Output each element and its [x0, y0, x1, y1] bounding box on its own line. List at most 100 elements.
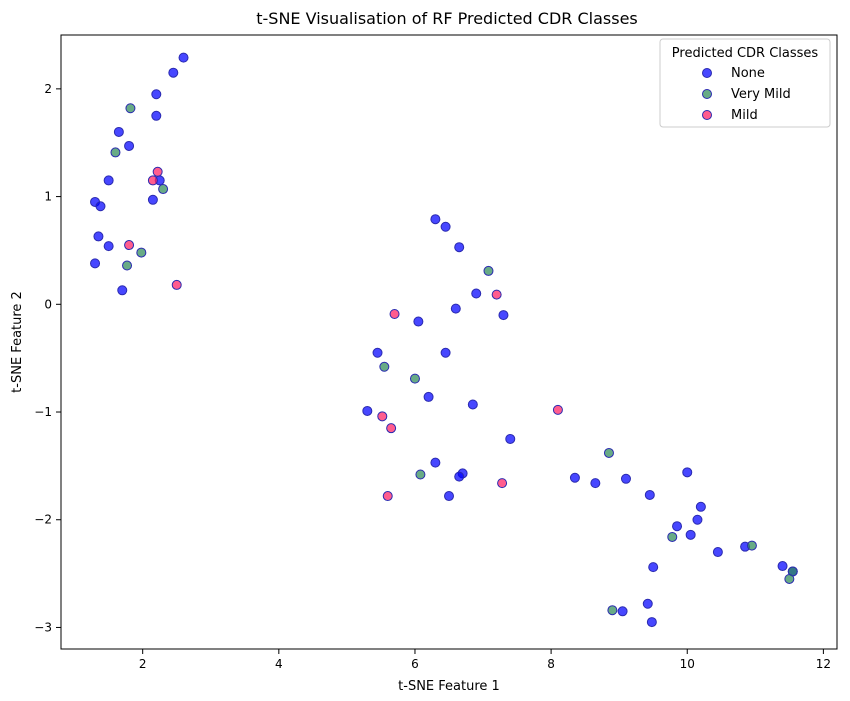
x-tick-label: 4 — [275, 657, 283, 671]
data-point — [147, 194, 158, 205]
data-point — [103, 241, 114, 252]
data-point — [409, 373, 420, 384]
data-point — [552, 404, 563, 415]
data-point — [103, 175, 114, 186]
data-point — [467, 399, 478, 410]
data-point — [124, 240, 135, 251]
data-point — [430, 214, 441, 225]
data-point — [389, 308, 400, 319]
data-point — [147, 175, 158, 186]
data-point — [151, 89, 162, 100]
data-point — [667, 531, 678, 542]
data-point — [483, 265, 494, 276]
x-axis: 2 4 6 8 10 12 — [139, 649, 831, 671]
chart-title: t-SNE Visualisation of RF Predicted CDR … — [256, 9, 638, 28]
data-point — [620, 473, 631, 484]
data-point — [382, 491, 393, 502]
data-point — [784, 573, 795, 584]
data-point — [454, 471, 465, 482]
x-tick-label: 10 — [680, 657, 695, 671]
data-point — [415, 469, 426, 480]
data-point — [505, 433, 516, 444]
data-point — [444, 491, 454, 502]
data-point — [136, 247, 147, 258]
legend-marker — [702, 89, 712, 99]
data-point — [450, 303, 461, 314]
data-point — [178, 52, 189, 63]
data-point — [122, 260, 133, 271]
data-point — [607, 605, 618, 616]
data-point — [692, 514, 703, 525]
plot-frame — [60, 34, 838, 650]
data-point — [152, 166, 163, 177]
data-point — [125, 103, 136, 114]
y-tick-label: −2 — [34, 513, 52, 527]
data-point — [590, 478, 601, 489]
data-point — [93, 231, 104, 242]
data-point — [124, 140, 135, 151]
y-tick-label: −1 — [34, 405, 52, 419]
legend-marker — [702, 110, 712, 120]
legend-label: Very Mild — [731, 87, 791, 102]
y-axis-label: t-SNE Feature 2 — [10, 291, 25, 393]
data-point — [569, 472, 580, 483]
data-point — [617, 606, 628, 617]
data-point — [430, 457, 441, 468]
data-point — [440, 347, 451, 358]
data-point — [746, 540, 757, 551]
data-point — [642, 598, 653, 609]
data-point — [454, 242, 465, 253]
data-point — [413, 316, 424, 327]
data-point — [151, 110, 162, 121]
series-none — [90, 52, 798, 628]
data-point — [603, 447, 614, 458]
data-point — [117, 285, 128, 296]
data-point — [471, 288, 482, 299]
legend-items: None Very Mild Mild — [702, 66, 791, 123]
data-point — [682, 467, 693, 478]
data-point — [386, 423, 397, 434]
series-mild — [124, 166, 563, 502]
legend-label: None — [731, 66, 765, 81]
data-point — [685, 529, 696, 540]
data-point — [497, 478, 508, 489]
x-tick-label: 12 — [816, 657, 831, 671]
plot-area — [90, 52, 798, 628]
data-point — [491, 289, 502, 300]
data-point — [379, 361, 390, 372]
y-tick-label: 2 — [44, 82, 52, 96]
data-point — [362, 405, 373, 416]
data-point — [712, 547, 723, 558]
data-point — [648, 562, 659, 573]
data-point — [113, 126, 124, 137]
y-tick-label: 0 — [44, 297, 52, 311]
legend-title: Predicted CDR Classes — [672, 46, 819, 61]
data-point — [372, 347, 383, 358]
data-point — [672, 521, 683, 532]
legend-label: Mild — [731, 108, 758, 123]
legend: Predicted CDR Classes None Very Mild Mild — [659, 38, 831, 128]
x-tick-label: 8 — [547, 657, 555, 671]
data-point — [644, 489, 655, 500]
data-point — [95, 201, 106, 212]
data-point — [158, 184, 169, 195]
data-point — [171, 279, 182, 290]
series-very-mild — [110, 103, 798, 616]
data-point — [440, 221, 451, 232]
data-point — [498, 310, 509, 321]
x-tick-label: 2 — [139, 657, 147, 671]
data-point — [90, 258, 101, 269]
data-point — [646, 617, 657, 628]
y-tick-label: 1 — [44, 190, 52, 204]
data-point — [168, 67, 179, 78]
x-axis-label: t-SNE Feature 1 — [398, 679, 500, 694]
data-point — [777, 561, 788, 572]
y-tick-label: −3 — [34, 620, 52, 634]
data-point — [110, 147, 121, 158]
legend-marker — [702, 68, 712, 78]
legend-box — [659, 38, 831, 128]
data-point — [423, 391, 434, 402]
data-point — [695, 501, 706, 512]
x-tick-label: 6 — [411, 657, 419, 671]
